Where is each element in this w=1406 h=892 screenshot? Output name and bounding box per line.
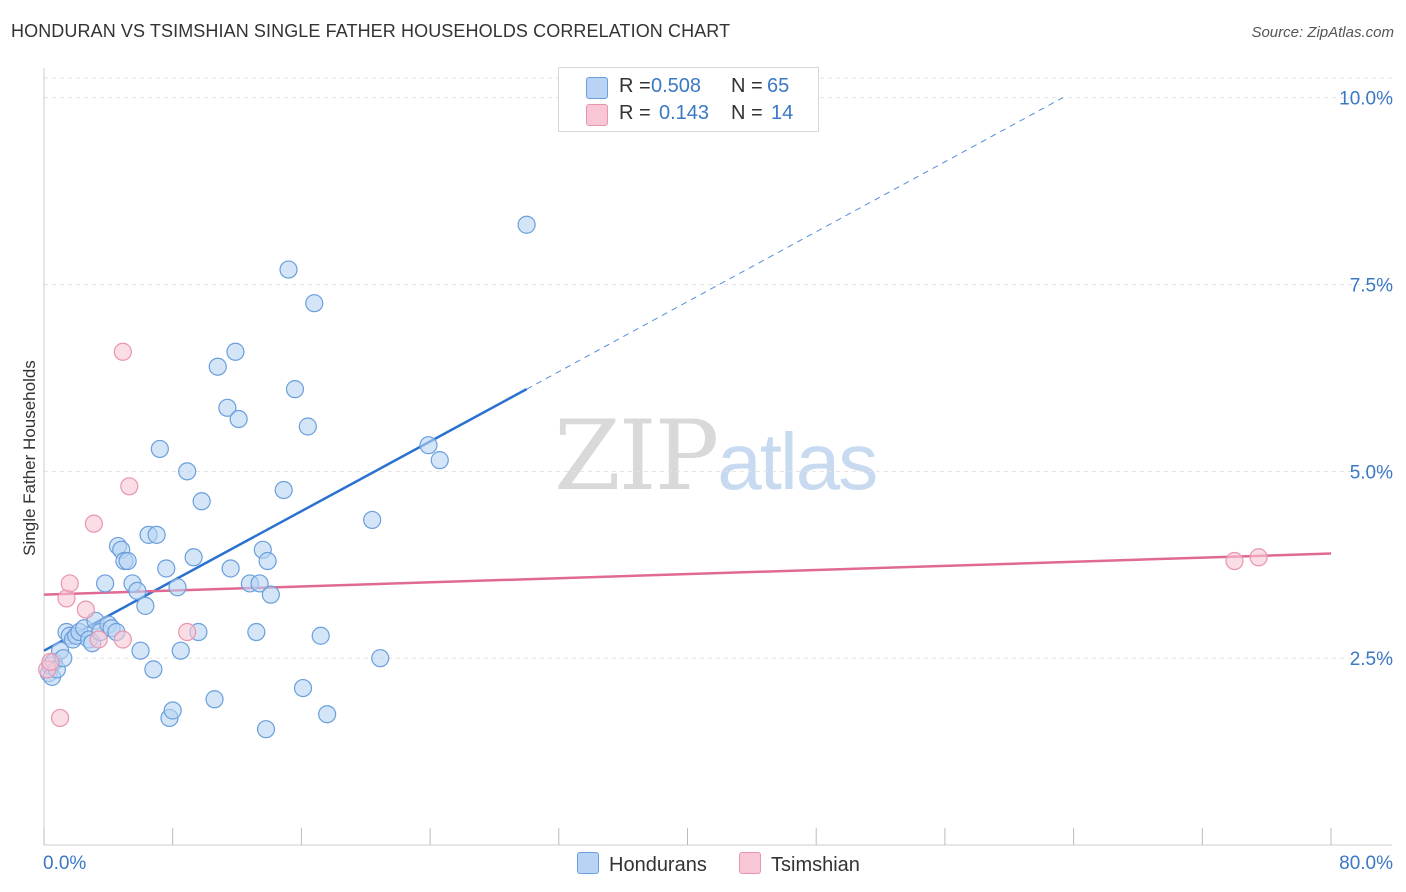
- tsimshian-point: [76, 600, 95, 619]
- honduran-point: [171, 641, 190, 660]
- chart-title: HONDURAN VS TSIMSHIAN SINGLE FATHER HOUS…: [11, 21, 731, 41]
- tsimshian-swatch: [586, 104, 608, 126]
- honduran-point: [419, 436, 438, 455]
- honduran-point: [221, 559, 240, 578]
- honduran-point: [178, 462, 197, 481]
- honduran-point: [318, 705, 337, 724]
- data-points: [38, 215, 1268, 739]
- honduran-point: [157, 559, 176, 578]
- hondurans-label: Hondurans: [609, 854, 707, 876]
- legend-r-label: R =: [619, 102, 651, 124]
- tsimshian-label: Tsimshian: [771, 854, 860, 876]
- tsimshian-point: [50, 708, 70, 728]
- y-tick-label: 7.5%: [1350, 276, 1393, 297]
- honduran-point: [363, 510, 382, 530]
- tsimshian-point: [84, 514, 103, 533]
- legend-n-label: N =: [731, 102, 763, 124]
- hondurans-swatch: [577, 852, 599, 874]
- honduran-point: [258, 551, 277, 571]
- correlation-legend: R = 0.508 N = 65 R = 0.143 N = 14: [558, 67, 819, 132]
- honduran-point: [311, 626, 330, 645]
- honduran-point: [163, 701, 182, 720]
- honduran-point: [226, 342, 245, 361]
- honduran-point: [256, 720, 276, 739]
- honduran-point: [305, 294, 324, 313]
- y-axis-title: Single Father Households: [20, 360, 39, 556]
- legend-r-value: 0.143: [659, 102, 710, 124]
- honduran-point: [144, 660, 163, 679]
- legend-row-hondurans: R = 0.508 N = 65: [559, 74, 818, 100]
- watermark-atlas: atlas: [717, 417, 878, 506]
- watermark: ZIPatlas: [554, 400, 878, 512]
- honduran-point: [205, 690, 224, 709]
- tsimshian-point: [178, 622, 197, 642]
- honduran-point: [168, 578, 187, 597]
- honduran-trend-extension: [526, 97, 1064, 390]
- honduran-point: [218, 398, 237, 417]
- legend-r-label: R =: [619, 75, 651, 97]
- watermark-zip: ZIP: [554, 400, 719, 512]
- x-tick-label: 80.0%: [1339, 853, 1393, 874]
- tsimshian-point: [1249, 548, 1268, 567]
- axes: [43, 68, 1392, 846]
- tsimshian-point: [41, 652, 60, 672]
- tsimshian-point: [120, 477, 139, 496]
- tick-labels: 2.5% 5.0% 7.5% 10.0% 0.0% 80.0% Single Father …: [20, 89, 1393, 874]
- honduran-point: [136, 596, 155, 615]
- x-tick-label: 0.0%: [43, 853, 86, 874]
- tsimshian-point: [89, 630, 108, 649]
- honduran-point: [184, 548, 203, 567]
- tsimshian-point: [113, 630, 132, 649]
- tsimshian-point: [1225, 551, 1244, 571]
- honduran-point: [208, 357, 227, 376]
- honduran-point: [274, 480, 293, 500]
- tsimshian-point: [60, 574, 79, 593]
- hondurans-swatch: [586, 77, 608, 99]
- honduran-point: [131, 641, 150, 660]
- honduran-point: [430, 451, 449, 470]
- honduran-point: [298, 417, 317, 436]
- tsimshian-swatch: [739, 852, 761, 874]
- honduran-point: [192, 492, 211, 511]
- tsimshian-point: [57, 589, 76, 608]
- honduran-point: [147, 525, 166, 544]
- bottom-legend-hondurans: Hondurans: [577, 852, 707, 877]
- legend-r-value: 0.508: [651, 75, 702, 97]
- honduran-point: [247, 622, 266, 642]
- honduran-point: [229, 409, 248, 429]
- y-tick-label: 10.0%: [1339, 89, 1393, 110]
- legend-n-label: N =: [731, 75, 763, 97]
- legend-n-value: 14: [771, 102, 794, 124]
- bottom-legend-tsimshian: Tsimshian: [739, 852, 860, 877]
- honduran-trend-line: [43, 388, 528, 652]
- honduran-point: [285, 380, 305, 399]
- honduran-point: [118, 551, 137, 571]
- legend-n-value: 65: [767, 75, 790, 97]
- honduran-point: [517, 215, 536, 234]
- honduran-point: [96, 574, 115, 593]
- honduran-point: [150, 439, 169, 459]
- gridlines: [44, 77, 1392, 659]
- y-tick-label: 2.5%: [1350, 649, 1393, 670]
- honduran-point: [279, 260, 298, 279]
- honduran-point: [371, 649, 390, 668]
- honduran-point: [261, 585, 280, 604]
- honduran-point: [250, 574, 269, 593]
- honduran-point: [293, 678, 313, 698]
- y-tick-label: 5.0%: [1350, 462, 1393, 483]
- legend-row-tsimshian: R = 0.143 N = 14: [559, 101, 818, 127]
- source-label: Source: ZipAtlas.com: [1251, 24, 1394, 41]
- tsimshian-point: [113, 342, 132, 361]
- honduran-point: [128, 581, 147, 601]
